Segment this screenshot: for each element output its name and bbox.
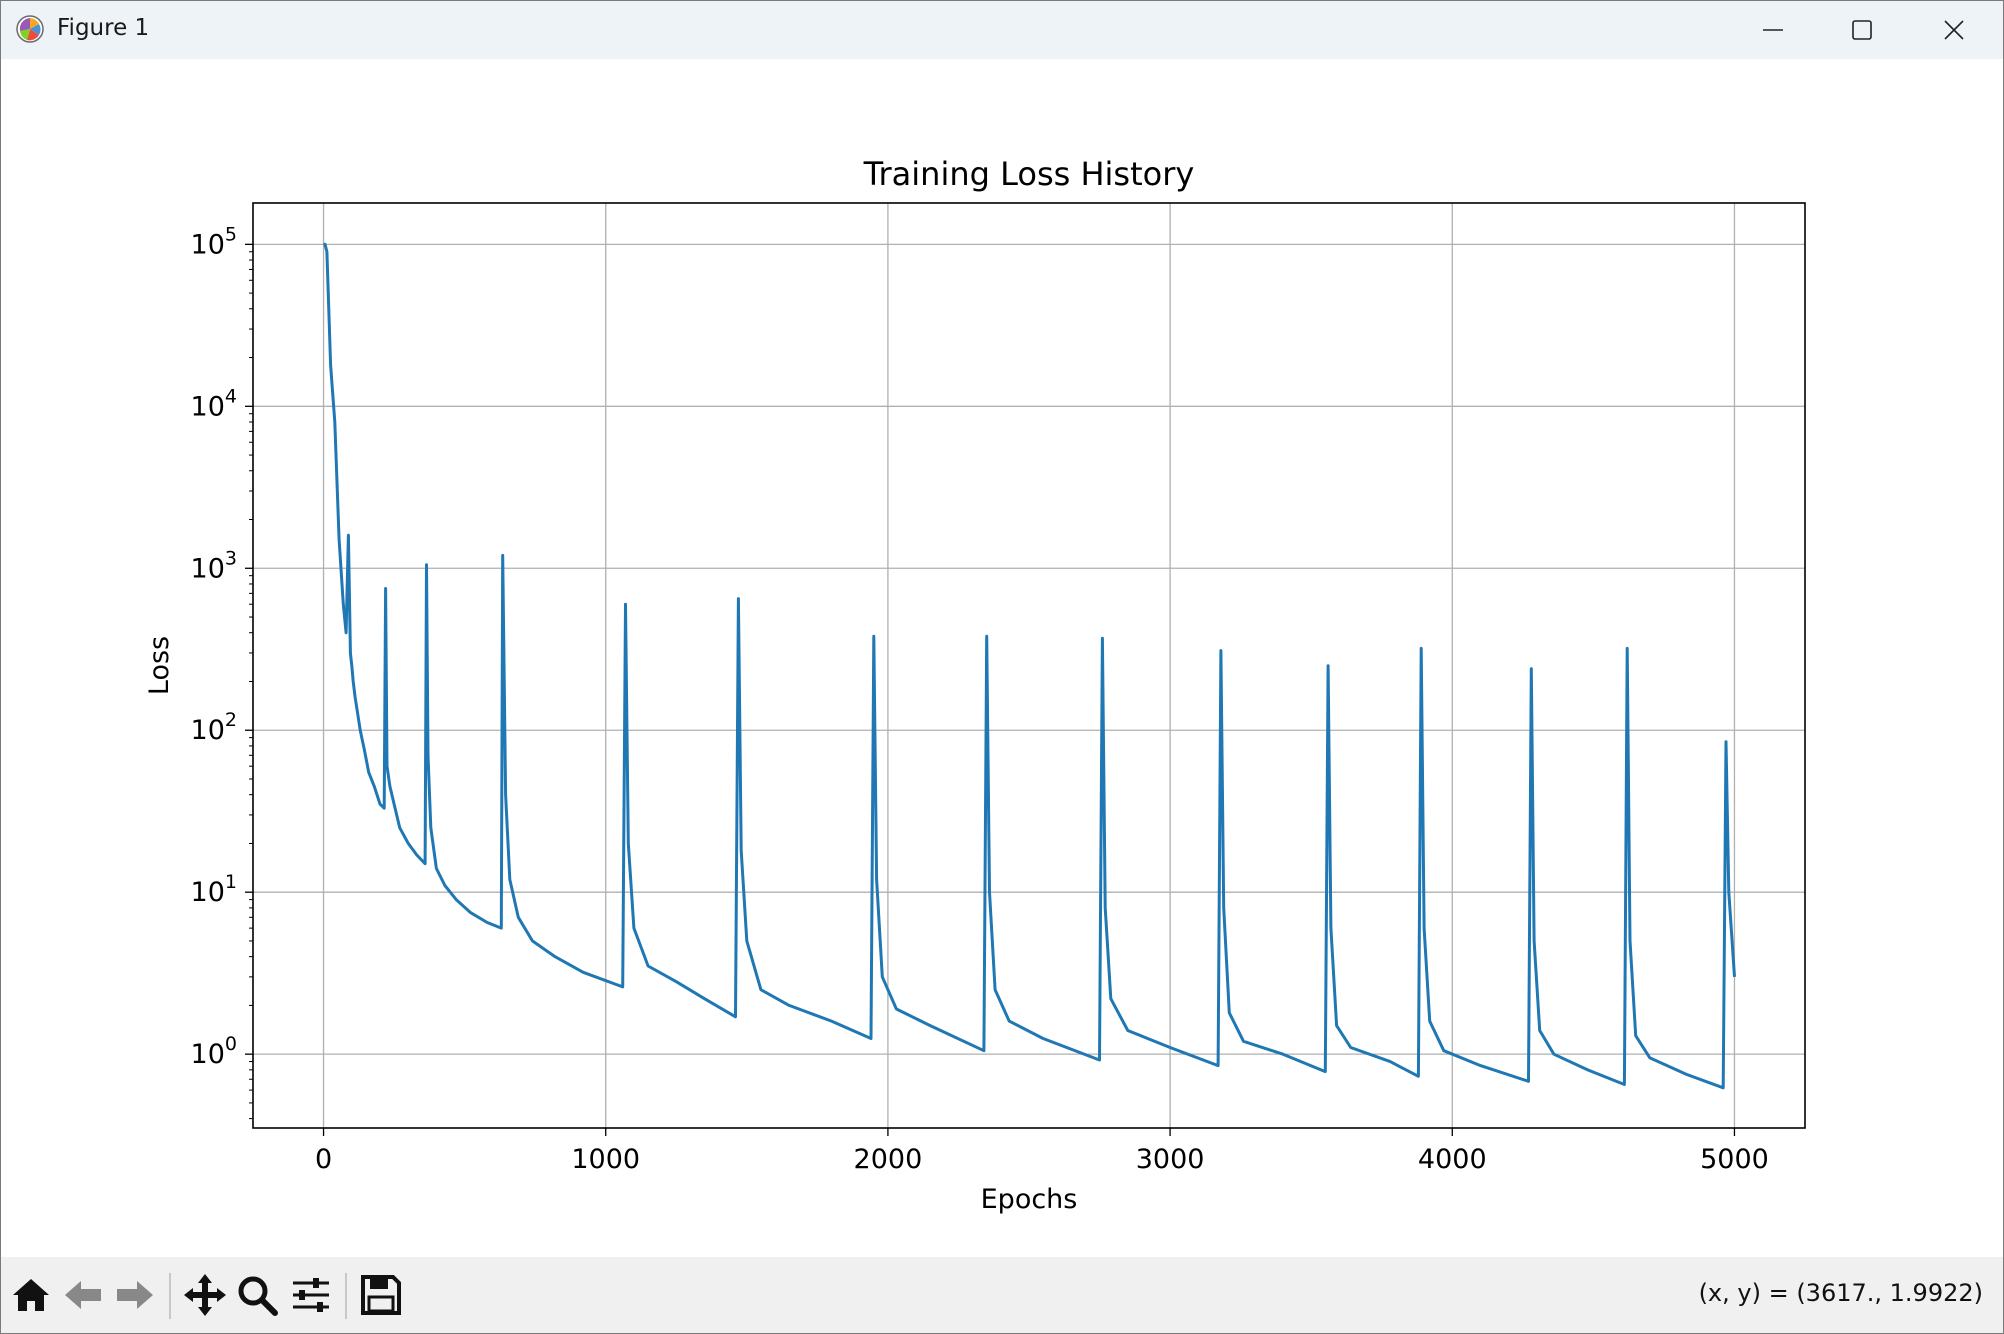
x-tick-label: 4000 [1418, 1144, 1487, 1175]
save-icon [361, 1275, 401, 1315]
y-tick-label: 100 [191, 1033, 237, 1070]
x-tick-label: 1000 [571, 1144, 640, 1175]
pan-icon [184, 1274, 226, 1316]
figure-canvas[interactable]: 0 1000 2000 3000 4000 5000 100 101 102 103 104 105 … [1, 59, 2003, 1257]
x-axis-label: Epochs [981, 1184, 1078, 1215]
home-button[interactable] [7, 1271, 55, 1319]
toolbar-separator [169, 1273, 171, 1319]
save-button[interactable] [357, 1271, 405, 1319]
y-axis-label: Loss [144, 636, 175, 695]
x-tick-label: 0 [315, 1144, 332, 1175]
maximize-button[interactable] [1817, 1, 1907, 59]
window-title: Figure 1 [57, 15, 150, 41]
close-icon [1944, 20, 1964, 40]
forward-arrow-icon [117, 1281, 153, 1309]
y-tick-label: 103 [191, 547, 237, 584]
forward-button[interactable] [111, 1271, 159, 1319]
y-tick-label: 105 [191, 223, 237, 260]
minimize-icon [1763, 29, 1783, 31]
back-arrow-icon [65, 1281, 101, 1309]
y-tick-label: 104 [191, 385, 237, 422]
x-tick-label: 2000 [854, 1144, 923, 1175]
y-tick-label: 101 [191, 871, 237, 908]
maximize-icon [1852, 20, 1872, 40]
matplotlib-logo-icon [16, 15, 44, 43]
minimize-button[interactable] [1728, 1, 1818, 59]
back-button[interactable] [59, 1271, 107, 1319]
pan-button[interactable] [181, 1271, 229, 1319]
cursor-coordinates: (x, y) = (3617., 1.9922) [1698, 1279, 1983, 1307]
close-button[interactable] [1909, 1, 1999, 59]
chart-title: Training Loss History [863, 155, 1195, 193]
title-bar: Figure 1 [1, 1, 2003, 59]
y-tick-label: 102 [191, 709, 237, 746]
toolbar-separator [345, 1273, 347, 1319]
loss-series-line [323, 242, 1736, 1090]
loss-chart[interactable]: 0 1000 2000 3000 4000 5000100101102103104105 … [1, 59, 2003, 1257]
zoom-icon [238, 1276, 278, 1316]
x-tick-label: 3000 [1136, 1144, 1205, 1175]
configure-subplots-icon [293, 1278, 329, 1312]
configure-subplots-button[interactable] [287, 1271, 335, 1319]
zoom-button[interactable] [233, 1271, 281, 1319]
axes-frame [252, 202, 1806, 1129]
navigation-toolbar: (x, y) = (3617., 1.9922) [1, 1257, 2003, 1333]
x-tick-label: 5000 [1700, 1144, 1769, 1175]
home-icon [13, 1279, 49, 1311]
